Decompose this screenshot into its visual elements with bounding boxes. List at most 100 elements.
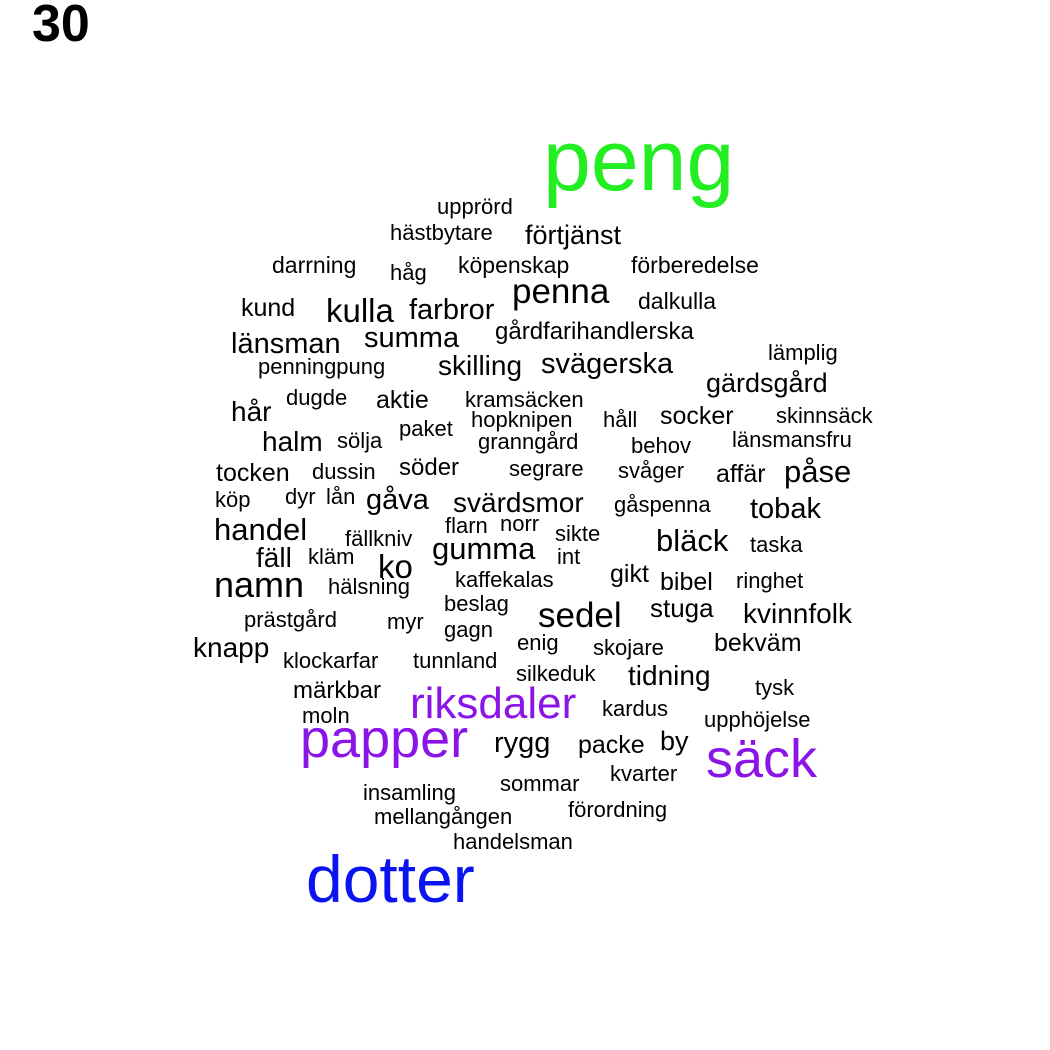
- cloud-word-granngard: granngård: [478, 429, 579, 454]
- cloud-word-kund: kund: [241, 294, 296, 322]
- cloud-word-dussin: dussin: [312, 459, 376, 484]
- cloud-word-penna: penna: [512, 272, 610, 311]
- cloud-word-sedel: sedel: [538, 596, 622, 635]
- cloud-word-sikte: sikte: [555, 521, 601, 546]
- cloud-word-segrare: segrare: [509, 456, 584, 481]
- cloud-word-darrning: darrning: [272, 252, 357, 278]
- cloud-word-gardsgard: gärdsgård: [706, 368, 828, 398]
- cloud-word-tysk: tysk: [755, 675, 795, 700]
- cloud-word-gaspenna: gåspenna: [614, 492, 711, 517]
- cloud-word-lansman: länsman: [231, 328, 341, 360]
- cloud-word-socker: socker: [660, 402, 734, 430]
- cloud-word-markbar: märkbar: [293, 677, 382, 704]
- cloud-word-sack: säck: [706, 729, 818, 789]
- cloud-word-dotter: dotter: [306, 842, 475, 916]
- cloud-word-int: int: [557, 544, 581, 569]
- cloud-word-dyr: dyr: [285, 484, 316, 509]
- cloud-word-aktie: aktie: [376, 386, 429, 414]
- cloud-word-halm: halm: [262, 426, 323, 457]
- cloud-word-papper: papper: [300, 709, 469, 769]
- cloud-word-dugde: dugde: [286, 385, 348, 410]
- cloud-word-forordning: förordning: [568, 797, 668, 822]
- cloud-word-tocken: tocken: [216, 459, 290, 487]
- cloud-word-svagerska: svägerska: [541, 348, 674, 380]
- cloud-word-kardus: kardus: [602, 696, 669, 721]
- cloud-word-solja: sölja: [337, 428, 383, 453]
- cloud-word-norr: norr: [500, 511, 540, 536]
- cloud-word-kvinnfolk: kvinnfolk: [743, 598, 852, 629]
- cloud-word-upphojelse: upphöjelse: [704, 707, 811, 732]
- cloud-word-handel: handel: [214, 512, 308, 547]
- cloud-word-ko: ko: [378, 548, 413, 585]
- cloud-word-skilling: skilling: [438, 350, 523, 381]
- cloud-word-hopknipen: hopknipen: [471, 407, 573, 432]
- cloud-word-tobak: tobak: [750, 493, 821, 525]
- cloud-word-stuga: stuga: [650, 593, 714, 623]
- cloud-word-pase: påse: [784, 454, 852, 489]
- cloud-word-affar: affär: [716, 460, 766, 488]
- cloud-word-mellangangen: mellangången: [374, 804, 513, 829]
- cloud-word-fall: fäll: [256, 542, 292, 573]
- cloud-word-lamplig: lämplig: [768, 340, 838, 365]
- cloud-word-svardsmor: svärdsmor: [453, 487, 584, 518]
- cloud-word-hastbytare: hästbytare: [390, 220, 493, 245]
- cloud-word-fortjanst: förtjänst: [525, 220, 622, 250]
- cloud-word-by: by: [660, 726, 689, 756]
- cloud-word-klockarfar: klockarfar: [283, 648, 379, 673]
- cloud-word-peng: peng: [543, 113, 735, 209]
- cloud-word-silkeduk: silkeduk: [516, 661, 596, 686]
- cloud-word-bibel: bibel: [660, 568, 713, 596]
- cloud-word-gumma: gumma: [432, 531, 536, 566]
- cloud-word-riksdaler: riksdaler: [410, 679, 577, 728]
- cloud-word-gava: gåva: [366, 484, 429, 516]
- cloud-word-penningpung: penningpung: [258, 354, 386, 379]
- cloud-word-moln: moln: [302, 703, 350, 728]
- cloud-word-hag: håg: [390, 260, 427, 285]
- cloud-word-rygg: rygg: [494, 727, 551, 759]
- cloud-word-soder: söder: [399, 454, 460, 481]
- cloud-word-svager: svåger: [618, 458, 685, 483]
- cloud-word-skinnsack: skinnsäck: [776, 403, 873, 428]
- cloud-word-enig: enig: [517, 630, 559, 655]
- cloud-word-kaffekalas: kaffekalas: [455, 567, 554, 592]
- cloud-word-kopenskap: köpenskap: [458, 252, 570, 278]
- cloud-word-bekvam: bekväm: [714, 629, 802, 657]
- cloud-word-kvarter: kvarter: [610, 761, 678, 786]
- cloud-word-lansmansfru: länsmansfru: [732, 427, 852, 452]
- cloud-word-kop: köp: [215, 487, 251, 512]
- cloud-word-prastgard: prästgård: [244, 607, 337, 632]
- cloud-word-forberedelse: förberedelse: [631, 252, 759, 278]
- cloud-word-handelsman: handelsman: [453, 829, 573, 854]
- cloud-word-klam: kläm: [308, 544, 355, 569]
- cloud-word-dalkulla: dalkulla: [638, 288, 716, 314]
- cloud-word-sommar: sommar: [500, 771, 580, 796]
- panel-number: 30: [32, 0, 90, 53]
- cloud-word-halsning: hälsning: [328, 574, 410, 599]
- cloud-word-fallkniv: fällkniv: [345, 526, 413, 551]
- cloud-word-packe: packe: [578, 731, 645, 759]
- cloud-word-kramsacken: kramsäcken: [465, 387, 584, 412]
- cloud-word-insamling: insamling: [363, 780, 456, 805]
- cloud-word-black: bläck: [656, 523, 729, 558]
- cloud-word-gikt: gikt: [610, 560, 649, 588]
- cloud-word-hall: håll: [603, 407, 638, 432]
- cloud-word-lan: lån: [326, 484, 356, 509]
- cloud-word-behov: behov: [631, 433, 691, 458]
- cloud-word-knapp: knapp: [193, 632, 270, 663]
- cloud-word-kulla: kulla: [326, 292, 394, 329]
- cloud-word-myr: myr: [387, 609, 424, 634]
- cloud-word-ringhet: ringhet: [736, 568, 804, 593]
- cloud-word-tunnland: tunnland: [413, 648, 498, 673]
- cloud-word-upprord: upprörd: [437, 194, 513, 219]
- cloud-word-skojare: skojare: [593, 635, 664, 660]
- cloud-word-beslag: beslag: [444, 591, 509, 616]
- cloud-word-gagn: gagn: [444, 617, 493, 642]
- cloud-word-flarn: flarn: [445, 513, 488, 538]
- cloud-word-har: hår: [231, 396, 272, 427]
- cloud-word-gardfarihandlerska: gårdfarihandlerska: [495, 318, 694, 345]
- cloud-word-taska: taska: [750, 532, 803, 557]
- cloud-word-tidning: tidning: [628, 660, 711, 691]
- cloud-word-summa: summa: [364, 322, 460, 354]
- cloud-word-farbror: farbror: [409, 294, 495, 326]
